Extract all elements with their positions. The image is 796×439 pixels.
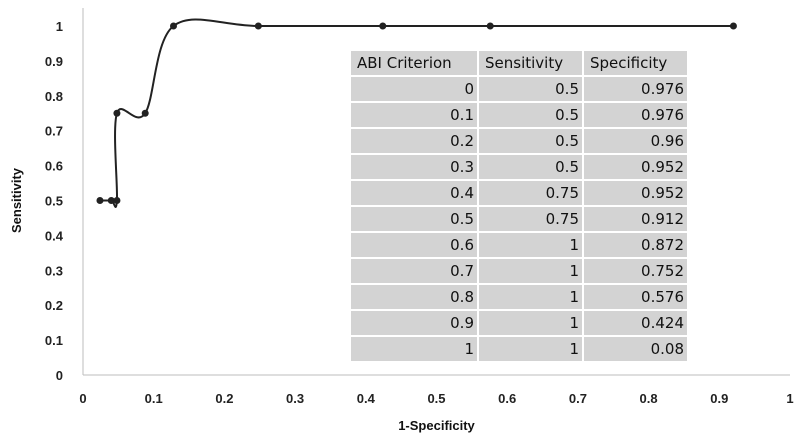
table-cell: 0.8: [351, 285, 479, 311]
data-point: [486, 22, 494, 30]
table-row: 0.8 1 0.576: [351, 285, 687, 311]
x-tick-labels: 0 0.1 0.2 0.3 0.4 0.5 0.6 0.7 0.8 0.9 1: [79, 391, 793, 406]
table-cell: 1: [479, 285, 584, 311]
table-body: 0 0.5 0.976 0.1 0.5 0.976 0.2 0.5 0.96 0.3 0.5 0.95…: [351, 77, 687, 363]
table-header-row: ABI Criterion Sensitivity Specificity: [351, 51, 687, 77]
y-tick-label: 0: [56, 368, 63, 383]
table-cell: 0.5: [479, 103, 584, 129]
y-tick-label: 0.6: [45, 159, 63, 174]
table-cell: 0.5: [479, 155, 584, 181]
table-row: 0.3 0.5 0.952: [351, 155, 687, 181]
table-row: 0.6 1 0.872: [351, 233, 687, 259]
data-point: [169, 22, 177, 30]
table-cell: 0.08: [584, 337, 687, 363]
y-tick-label: 0.7: [45, 124, 63, 139]
table-row: 0.9 1 0.424: [351, 311, 687, 337]
table-cell: 1: [351, 337, 479, 363]
table-cell: 0.2: [351, 129, 479, 155]
x-tick-label: 0.7: [569, 391, 587, 406]
x-tick-label: 0.2: [215, 391, 233, 406]
x-tick-label: 0.6: [498, 391, 516, 406]
x-tick-label: 1: [786, 391, 793, 406]
table-cell: 0.6: [351, 233, 479, 259]
table-cell: 0.96: [584, 129, 687, 155]
table-row: 0.5 0.75 0.912: [351, 207, 687, 233]
y-tick-label: 0.4: [45, 228, 64, 243]
table-cell: 1: [479, 311, 584, 337]
x-tick-label: 0.5: [427, 391, 445, 406]
table-cell: 1: [479, 259, 584, 285]
data-point: [729, 22, 737, 30]
table-cell: 0.912: [584, 207, 687, 233]
table-cell: 0.952: [584, 155, 687, 181]
table-cell: 0.576: [584, 285, 687, 311]
data-point: [254, 22, 262, 30]
table-cell: 0.9: [351, 311, 479, 337]
data-point: [107, 197, 115, 204]
table-row: 0.4 0.75 0.952: [351, 181, 687, 207]
table-header-abi-criterion: ABI Criterion: [351, 51, 479, 77]
table-row: 0.7 1 0.752: [351, 259, 687, 285]
table-row: 0 0.5 0.976: [351, 77, 687, 103]
data-point: [113, 109, 121, 117]
table-cell: 0.976: [584, 77, 687, 103]
table-cell: 0.3: [351, 155, 479, 181]
table-cell: 0.5: [351, 207, 479, 233]
y-tick-label: 1: [56, 19, 63, 34]
y-axis-title: Sensitivity: [9, 167, 24, 233]
table-cell: 1: [479, 337, 584, 363]
x-tick-label: 0.3: [286, 391, 304, 406]
data-point: [379, 22, 387, 30]
x-axis-title: 1-Specificity: [398, 418, 475, 433]
table-cell: 0.75: [479, 181, 584, 207]
table-cell: 0.976: [584, 103, 687, 129]
y-tick-label: 0.8: [45, 89, 63, 104]
x-tick-label: 0.1: [145, 391, 163, 406]
x-tick-label: 0: [79, 391, 86, 406]
table-cell: 0.4: [351, 181, 479, 207]
table-cell: 0.424: [584, 311, 687, 337]
x-tick-label: 0.4: [357, 391, 376, 406]
table-row: 1 1 0.08: [351, 337, 687, 363]
x-tick-label: 0.9: [710, 391, 728, 406]
table-cell: 0.872: [584, 233, 687, 259]
table-header-sensitivity: Sensitivity: [479, 51, 584, 77]
table-cell: 0.5: [479, 77, 584, 103]
x-tick-label: 0.8: [640, 391, 658, 406]
y-tick-label: 0.3: [45, 263, 63, 278]
table-cell: 0.752: [584, 259, 687, 285]
axes: [82, 8, 790, 376]
y-tick-label: 0.5: [45, 194, 63, 209]
y-tick-label: 0.9: [45, 54, 63, 69]
y-tick-label: 0.1: [45, 333, 63, 348]
table-cell: 0.952: [584, 181, 687, 207]
data-point: [113, 197, 121, 204]
table-cell: 0.1: [351, 103, 479, 129]
table-cell: 0.5: [479, 129, 584, 155]
data-point: [96, 197, 104, 204]
table-header-specificity: Specificity: [584, 51, 687, 77]
data-point: [141, 109, 149, 117]
series-group: [96, 18, 737, 208]
table-cell: 1: [479, 233, 584, 259]
y-tick-label: 0.2: [45, 298, 63, 313]
y-tick-labels: 0 0.1 0.2 0.3 0.4 0.5 0.6 0.7 0.8 0.9 1: [45, 19, 64, 383]
table-cell: 0: [351, 77, 479, 103]
table-row: 0.2 0.5 0.96: [351, 129, 687, 155]
table-cell: 0.75: [479, 207, 584, 233]
table-cell: 0.7: [351, 259, 479, 285]
table-row: 0.1 0.5 0.976: [351, 103, 687, 129]
